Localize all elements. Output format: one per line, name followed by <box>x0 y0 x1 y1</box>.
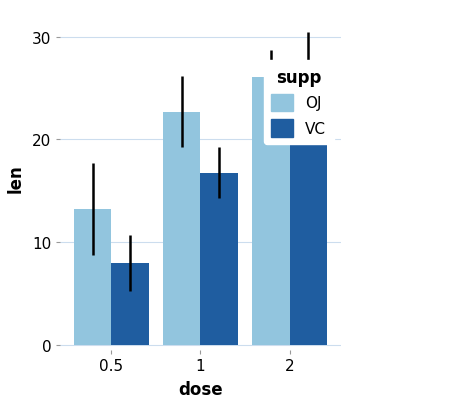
X-axis label: dose: dose <box>178 380 223 398</box>
Bar <box>252 78 290 345</box>
Bar <box>290 77 327 345</box>
Legend: OJ, VC: OJ, VC <box>264 61 334 145</box>
Bar <box>163 112 201 345</box>
Bar <box>111 263 149 345</box>
Bar <box>201 173 238 345</box>
Bar <box>74 209 111 345</box>
Y-axis label: len: len <box>7 164 25 193</box>
